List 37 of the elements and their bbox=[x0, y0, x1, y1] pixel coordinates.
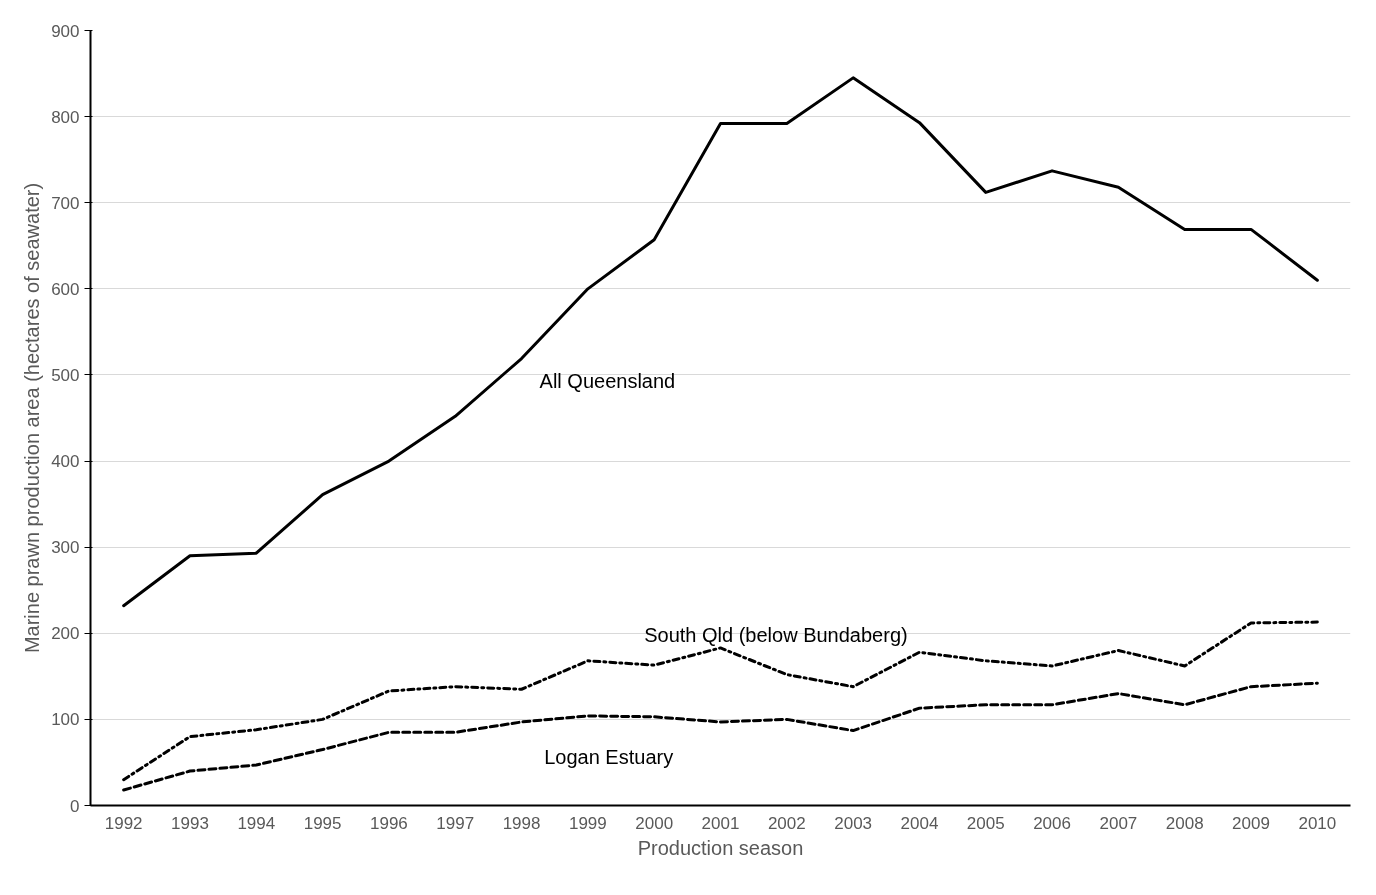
x-tick-label: 1992 bbox=[104, 813, 143, 833]
x-tick-label: 1994 bbox=[237, 813, 276, 833]
x-tick-label: 2001 bbox=[701, 813, 740, 833]
x-tick-label: 2006 bbox=[1033, 813, 1071, 833]
series-label: South Qld (below Bundaberg) bbox=[644, 624, 908, 647]
y-tick-label: 0 bbox=[70, 796, 80, 816]
x-tick-label: 2000 bbox=[635, 813, 674, 833]
x-tick-label: 2007 bbox=[1099, 813, 1138, 833]
line-series bbox=[122, 681, 1319, 792]
x-tick-label: 2005 bbox=[966, 813, 1005, 833]
y-tick-label: 400 bbox=[51, 452, 80, 472]
x-tick-label: 2002 bbox=[767, 813, 806, 833]
x-tick-label: 2004 bbox=[900, 813, 939, 833]
y-tick-label: 500 bbox=[51, 365, 80, 385]
x-tick-label: 1998 bbox=[502, 813, 541, 833]
x-tick-label: 2010 bbox=[1298, 813, 1337, 833]
x-tick-label: 1996 bbox=[370, 813, 408, 833]
y-tick-label: 600 bbox=[51, 279, 80, 299]
x-axis-title: Production season bbox=[637, 836, 804, 859]
y-tick-label: 200 bbox=[51, 624, 80, 644]
x-tick-label: 2008 bbox=[1165, 813, 1204, 833]
series-label: All Queensland bbox=[539, 369, 676, 392]
series-label: Logan Estuary bbox=[544, 745, 674, 768]
y-axis-title: Marine prawn production area (hectares of seawater) bbox=[21, 182, 44, 654]
y-tick-label: 300 bbox=[51, 538, 80, 558]
line-series bbox=[122, 620, 1319, 782]
x-tick-label: 1999 bbox=[568, 813, 607, 833]
x-tick-label: 1993 bbox=[171, 813, 209, 833]
y-tick-label: 100 bbox=[51, 710, 80, 730]
x-tick-label: 1997 bbox=[436, 813, 475, 833]
y-tick-label: 900 bbox=[51, 21, 80, 41]
y-tick-label: 700 bbox=[51, 193, 80, 213]
x-tick-label: 1995 bbox=[303, 813, 342, 833]
x-tick-label: 2009 bbox=[1232, 813, 1270, 833]
x-tick-label: 2003 bbox=[834, 813, 873, 833]
y-tick-label: 800 bbox=[51, 107, 80, 127]
line-series bbox=[122, 76, 1319, 608]
